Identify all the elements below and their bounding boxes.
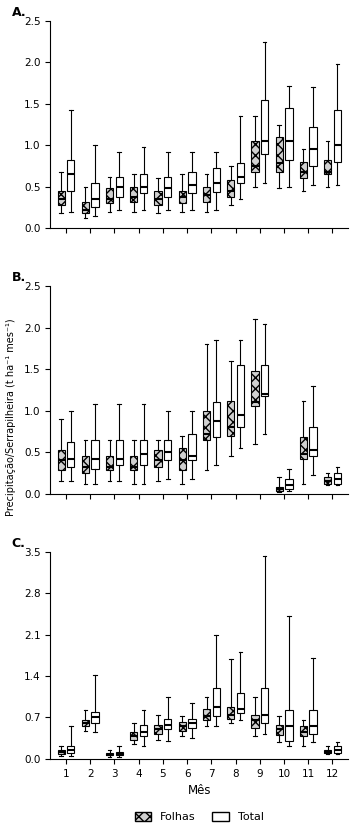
PathPatch shape	[324, 160, 331, 174]
PathPatch shape	[92, 440, 99, 469]
PathPatch shape	[276, 137, 283, 172]
PathPatch shape	[285, 479, 293, 490]
PathPatch shape	[116, 751, 123, 756]
PathPatch shape	[300, 437, 307, 459]
PathPatch shape	[324, 477, 331, 484]
PathPatch shape	[227, 180, 234, 197]
PathPatch shape	[203, 709, 210, 721]
PathPatch shape	[251, 371, 258, 406]
PathPatch shape	[67, 442, 74, 467]
Legend: Folhas, Total: Folhas, Total	[129, 806, 270, 828]
PathPatch shape	[67, 746, 74, 753]
PathPatch shape	[130, 187, 137, 202]
PathPatch shape	[92, 711, 99, 723]
PathPatch shape	[334, 746, 341, 753]
PathPatch shape	[334, 110, 341, 162]
PathPatch shape	[179, 448, 186, 470]
PathPatch shape	[309, 127, 317, 166]
PathPatch shape	[285, 711, 293, 741]
PathPatch shape	[309, 427, 317, 456]
PathPatch shape	[179, 722, 186, 731]
PathPatch shape	[57, 191, 65, 205]
PathPatch shape	[203, 187, 210, 202]
PathPatch shape	[227, 706, 234, 719]
PathPatch shape	[140, 440, 147, 465]
PathPatch shape	[261, 99, 268, 153]
PathPatch shape	[237, 365, 244, 427]
PathPatch shape	[179, 191, 186, 203]
PathPatch shape	[154, 450, 162, 467]
X-axis label: Mês: Mês	[187, 784, 211, 797]
PathPatch shape	[237, 163, 244, 183]
PathPatch shape	[106, 753, 113, 756]
PathPatch shape	[92, 183, 99, 208]
PathPatch shape	[237, 692, 244, 713]
Text: Precipitação/Serrapilheira (t ha⁻¹ mes⁻¹): Precipitação/Serrapilheira (t ha⁻¹ mes⁻¹…	[6, 319, 16, 515]
PathPatch shape	[57, 750, 65, 754]
PathPatch shape	[188, 172, 196, 193]
PathPatch shape	[130, 732, 137, 740]
PathPatch shape	[130, 456, 137, 470]
PathPatch shape	[154, 725, 162, 734]
PathPatch shape	[140, 174, 147, 193]
PathPatch shape	[82, 456, 89, 473]
PathPatch shape	[285, 108, 293, 160]
PathPatch shape	[164, 719, 171, 729]
PathPatch shape	[106, 188, 113, 203]
PathPatch shape	[309, 711, 317, 734]
PathPatch shape	[203, 410, 210, 440]
PathPatch shape	[164, 177, 171, 197]
PathPatch shape	[164, 440, 171, 460]
PathPatch shape	[300, 162, 307, 178]
PathPatch shape	[140, 725, 147, 736]
PathPatch shape	[324, 750, 331, 753]
PathPatch shape	[106, 456, 113, 470]
PathPatch shape	[261, 365, 268, 395]
PathPatch shape	[213, 168, 220, 192]
PathPatch shape	[188, 719, 196, 728]
PathPatch shape	[57, 450, 65, 470]
PathPatch shape	[334, 473, 341, 484]
PathPatch shape	[213, 688, 220, 716]
PathPatch shape	[276, 725, 283, 736]
PathPatch shape	[276, 487, 283, 491]
PathPatch shape	[213, 402, 220, 437]
Text: B.: B.	[11, 271, 26, 284]
PathPatch shape	[82, 721, 89, 726]
PathPatch shape	[154, 191, 162, 205]
PathPatch shape	[116, 177, 123, 197]
PathPatch shape	[261, 688, 268, 723]
PathPatch shape	[251, 715, 258, 728]
PathPatch shape	[227, 400, 234, 435]
PathPatch shape	[188, 434, 196, 460]
PathPatch shape	[67, 160, 74, 191]
Text: C.: C.	[11, 536, 25, 550]
PathPatch shape	[251, 141, 258, 172]
PathPatch shape	[300, 726, 307, 736]
PathPatch shape	[82, 202, 89, 214]
PathPatch shape	[116, 440, 123, 465]
Text: A.: A.	[11, 6, 26, 19]
